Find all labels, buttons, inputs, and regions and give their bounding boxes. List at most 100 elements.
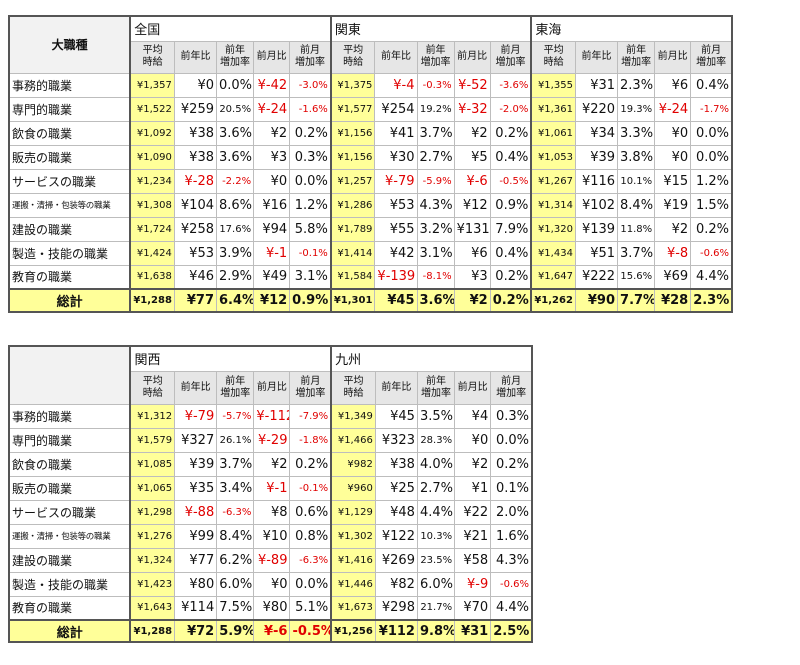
cell-avg: ¥1,414 bbox=[329, 240, 376, 266]
cell-mom: ¥-112 bbox=[253, 403, 291, 429]
row-label: 専門的職業 bbox=[8, 427, 131, 453]
cell-yoy-rate: 7.5% bbox=[216, 595, 255, 621]
cell-yoy: ¥38 bbox=[374, 451, 418, 477]
cell-avg: ¥1,320 bbox=[530, 216, 576, 242]
total-cell-yoy: ¥45 bbox=[374, 288, 418, 313]
column-header-mom-rate: 前月 増加率 bbox=[289, 40, 332, 74]
cell-mom-rate: 3.1% bbox=[289, 264, 332, 290]
column-header-mom: 前月比 bbox=[654, 40, 692, 74]
cell-yoy-rate: 2.3% bbox=[617, 72, 656, 98]
cell-avg: ¥1,276 bbox=[129, 523, 176, 549]
row-label: 運搬・清掃・包装等の職業 bbox=[8, 523, 131, 549]
cell-mom-rate: 1.2% bbox=[289, 192, 332, 218]
total-cell-avg: ¥1,256 bbox=[330, 619, 376, 643]
cell-yoy: ¥220 bbox=[574, 96, 619, 122]
cell-yoy: ¥-79 bbox=[174, 403, 218, 429]
cell-mom-rate: 0.0% bbox=[289, 571, 332, 597]
cell-yoy: ¥41 bbox=[374, 120, 418, 146]
total-cell-mom: ¥-6 bbox=[253, 619, 291, 643]
cell-avg: ¥1,434 bbox=[530, 240, 576, 266]
cell-yoy: ¥259 bbox=[173, 96, 218, 122]
cell-mom-rate: 5.1% bbox=[289, 595, 332, 621]
cell-mom-rate: 0.4% bbox=[690, 72, 733, 98]
cell-yoy-rate: 2.9% bbox=[215, 264, 255, 290]
cell-mom: ¥2 bbox=[253, 451, 291, 477]
cell-yoy: ¥-139 bbox=[374, 264, 418, 290]
cell-yoy-rate: 3.6% bbox=[215, 144, 255, 170]
cell-yoy: ¥99 bbox=[174, 523, 218, 549]
total-cell-mom-rate: 0.2% bbox=[489, 288, 532, 313]
cell-yoy: ¥80 bbox=[174, 571, 218, 597]
cell-yoy: ¥53 bbox=[374, 192, 418, 218]
cell-yoy-rate: 3.5% bbox=[416, 403, 456, 429]
cell-mom: ¥1 bbox=[454, 475, 492, 501]
cell-yoy-rate: -8.1% bbox=[416, 264, 455, 290]
cell-mom: ¥-8 bbox=[654, 240, 692, 266]
region-header: 全国 bbox=[129, 15, 332, 42]
cell-yoy: ¥38 bbox=[173, 144, 218, 170]
cell-avg: ¥1,424 bbox=[129, 240, 175, 266]
cell-yoy: ¥327 bbox=[174, 427, 218, 453]
cell-avg: ¥1,375 bbox=[329, 72, 376, 98]
column-header-mom: 前月比 bbox=[454, 370, 492, 405]
column-header-yoy-rate: 前年 増加率 bbox=[215, 40, 255, 74]
column-header-yoy-rate: 前年 増加率 bbox=[617, 40, 656, 74]
row-label: 飲食の職業 bbox=[8, 451, 131, 477]
column-header-mom-rate: 前月 増加率 bbox=[489, 40, 532, 74]
cell-mom: ¥19 bbox=[654, 192, 692, 218]
cell-yoy-rate: 26.1% bbox=[216, 427, 255, 453]
category-header bbox=[8, 345, 131, 405]
cell-yoy: ¥25 bbox=[374, 475, 418, 501]
table-row: 教育の職業 ¥1,643 ¥114 7.5% ¥80 5.1% ¥1,673 ¥298 21.7… bbox=[8, 595, 533, 621]
cell-yoy-rate: 15.6% bbox=[617, 264, 656, 290]
total-cell-mom: ¥31 bbox=[454, 619, 492, 643]
cell-yoy-rate: 20.5% bbox=[215, 96, 255, 122]
cell-yoy-rate: 3.9% bbox=[215, 240, 255, 266]
table-row: 教育の職業 ¥1,638 ¥46 2.9% ¥49 3.1% ¥1,584 ¥-139 -8.1… bbox=[8, 264, 733, 290]
cell-mom: ¥0 bbox=[253, 168, 291, 194]
column-header-yoy: 前年比 bbox=[174, 370, 218, 405]
region-header: 東海 bbox=[530, 15, 733, 42]
cell-yoy: ¥39 bbox=[574, 144, 619, 170]
row-label: 事務的職業 bbox=[8, 403, 131, 429]
cell-yoy-rate: 11.8% bbox=[617, 216, 656, 242]
cell-avg: ¥1,092 bbox=[129, 120, 175, 146]
column-header-mom: 前月比 bbox=[253, 40, 291, 74]
cell-mom: ¥0 bbox=[454, 427, 492, 453]
cell-yoy: ¥55 bbox=[374, 216, 418, 242]
cell-mom: ¥3 bbox=[453, 264, 491, 290]
total-cell-mom-rate: 2.5% bbox=[490, 619, 533, 643]
cell-avg: ¥1,789 bbox=[329, 216, 376, 242]
cell-avg: ¥1,324 bbox=[129, 547, 176, 573]
cell-avg: ¥1,673 bbox=[330, 595, 376, 621]
cell-mom: ¥6 bbox=[453, 240, 491, 266]
region-header: 関西 bbox=[129, 345, 332, 372]
cell-mom-rate: 0.2% bbox=[490, 451, 533, 477]
cell-mom: ¥70 bbox=[454, 595, 492, 621]
cell-avg: ¥1,638 bbox=[129, 264, 175, 290]
table-row: 販売の職業 ¥1,065 ¥35 3.4% ¥-1 -0.1% ¥960 ¥25 2.7% ¥1 0… bbox=[8, 475, 533, 501]
cell-yoy-rate: 3.4% bbox=[216, 475, 255, 501]
cell-mom-rate: 0.8% bbox=[289, 523, 332, 549]
column-header-yoy-rate: 前年 増加率 bbox=[416, 40, 455, 74]
cell-yoy: ¥116 bbox=[574, 168, 619, 194]
cell-mom-rate: 0.2% bbox=[489, 120, 532, 146]
cell-mom-rate: 0.3% bbox=[289, 144, 332, 170]
cell-mom: ¥58 bbox=[454, 547, 492, 573]
row-label: 教育の職業 bbox=[8, 595, 131, 621]
cell-mom-rate: 0.0% bbox=[690, 120, 733, 146]
cell-mom-rate: 0.4% bbox=[489, 240, 532, 266]
cell-yoy: ¥48 bbox=[374, 499, 418, 525]
cell-mom: ¥-52 bbox=[453, 72, 491, 98]
cell-yoy: ¥53 bbox=[173, 240, 218, 266]
cell-avg: ¥1,314 bbox=[530, 192, 576, 218]
cell-mom: ¥-29 bbox=[253, 427, 291, 453]
column-header-avg: 平均 時給 bbox=[329, 40, 376, 74]
cell-yoy-rate: 10.1% bbox=[617, 168, 656, 194]
cell-mom: ¥-24 bbox=[654, 96, 692, 122]
cell-mom-rate: 0.2% bbox=[489, 264, 532, 290]
column-header-yoy-rate: 前年 増加率 bbox=[216, 370, 255, 405]
column-header-yoy: 前年比 bbox=[574, 40, 619, 74]
table-row: 飲食の職業 ¥1,092 ¥38 3.6% ¥2 0.2% ¥1,156 ¥41 3.7% ¥2 0… bbox=[8, 120, 733, 146]
cell-yoy: ¥102 bbox=[574, 192, 619, 218]
